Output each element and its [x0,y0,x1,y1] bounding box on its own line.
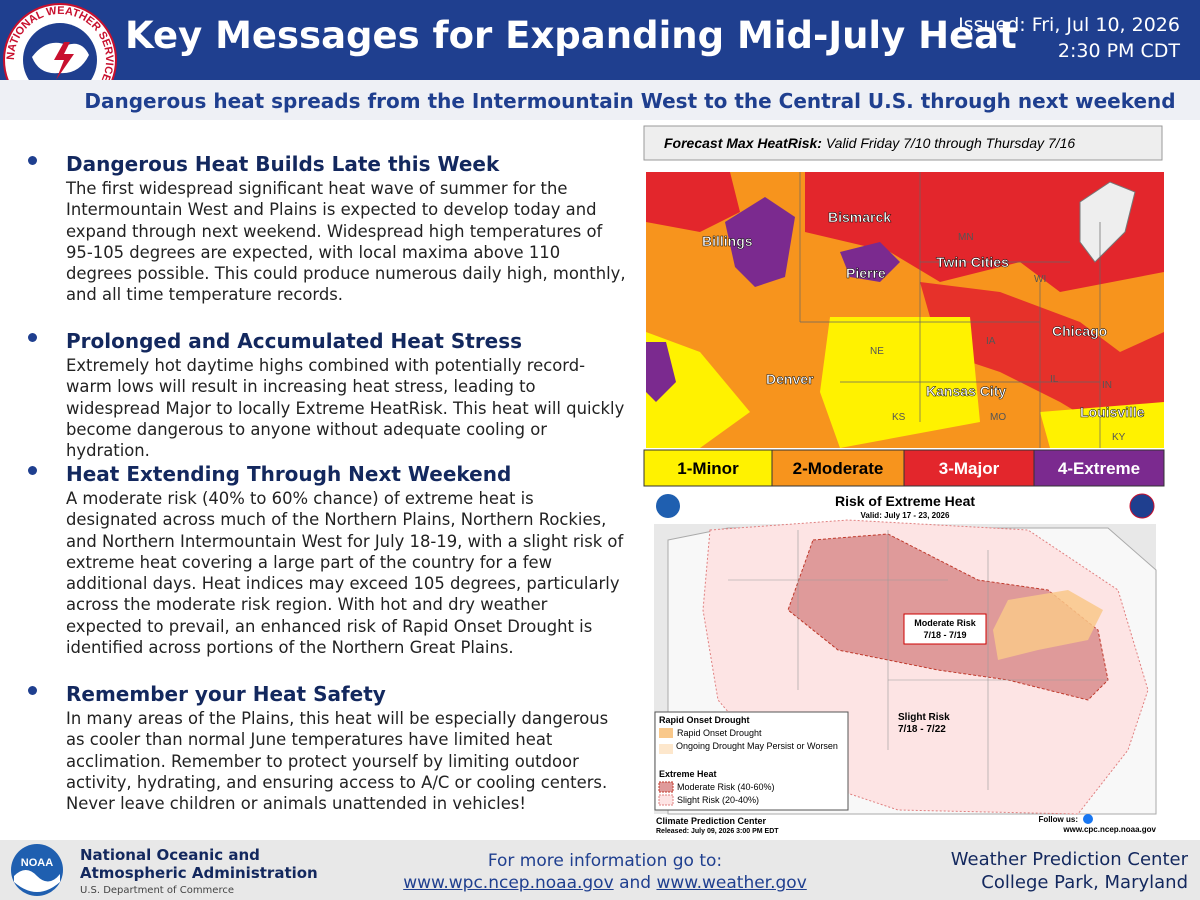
map-valid: Valid: July 17 - 23, 2026 [861,511,950,520]
state-label: IL [1050,374,1059,385]
info: For more information go to: www.wpc.ncep… [380,850,830,894]
legend-title: Rapid Onset Drought [659,715,750,725]
state-label: IN [1102,380,1112,391]
subtitle: Dangerous heat spreads from the Intermou… [0,80,1200,120]
risk-label: Moderate Risk [914,618,977,628]
city-label: Denver [766,371,814,387]
issued: Issued: Fri, Jul 10, 2026 2:30 PM CDT [958,12,1180,64]
legend-label: Rapid Onset Drought [677,728,762,738]
message: Dangerous Heat Builds Late this Week The … [28,152,628,306]
info-text: For more information go to: [487,851,723,871]
map-title-rest: Valid Friday 7/10 through Thursday 7/16 [826,135,1076,151]
legend-extreme [1033,449,1165,487]
map-center: Climate Prediction Center [656,816,767,826]
city-label: Chicago [1052,323,1107,339]
issued-date: Issued: Fri, Jul 10, 2026 [958,14,1180,36]
map-title-bold: Forecast Max HeatRisk: [664,135,822,151]
wpc-line: College Park, Maryland [981,872,1188,893]
header-bar [0,0,1200,80]
legend-title: Extreme Heat [659,769,717,779]
noaa-logo-text: NOAA [21,857,53,869]
noaa-logo: NOAA [11,844,63,896]
map-title: Risk of Extreme Heat [835,493,975,509]
link[interactable]: www.weather.gov [656,873,807,893]
noaa-line: National Oceanic and [80,846,260,864]
legend-label: Ongoing Drought May Persist or Worsen [676,741,838,751]
wpc: Weather Prediction Center College Park, … [951,848,1188,894]
title: Key Messages for Expanding Mid-July Heat [125,14,1017,57]
city-label: Bismarck [828,209,891,225]
city-label: Louisville [1080,404,1145,420]
message-heading: Dangerous Heat Builds Late this Week [66,152,500,176]
map-title: Forecast Max HeatRisk: Valid Friday 7/10… [664,135,1075,151]
map-released: Released: July 09, 2026 3:00 PM EDT [656,828,779,835]
city-label: Pierre [846,265,886,281]
risk-dates: 7/18 - 7/22 [898,724,946,735]
info-and: and [619,873,652,893]
state-label: IA [986,336,996,347]
message: Remember your Heat Safety In many areas o… [28,682,628,814]
heatrisk-map: Forecast Max HeatRisk: Valid Friday 7/10… [643,125,1165,487]
legend-label: 1-Minor [677,459,739,478]
extreme-heat-map: Risk of Extreme Heat Valid: July 17 - 23… [648,490,1162,836]
state-label: KS [892,412,906,423]
map-url: www.cpc.ncep.noaa.gov [1062,825,1156,834]
state-label: NE [870,346,884,357]
issued-time: 2:30 PM CDT [1057,40,1180,62]
legend-minor [643,449,773,487]
message-heading: Remember your Heat Safety [66,682,386,706]
state-label: MN [958,232,974,243]
noaa-name: National Oceanic and Atmospheric Adminis… [80,846,318,900]
message: Prolonged and Accumulated Heat Stress Ext… [28,329,628,461]
map-title-box [643,125,1163,161]
message-body: Extremely hot daytime highs combined wit… [66,356,625,461]
city-label: Billings [702,233,753,249]
state-label: MO [990,412,1006,423]
footer [0,840,1200,900]
legend-label: Slight Risk (20-40%) [677,795,759,805]
link[interactable]: www.wpc.ncep.noaa.gov [403,873,614,893]
noaa-dept: U.S. Department of Commerce [80,885,234,896]
message: Heat Extending Through Next Weekend A mod… [28,462,628,658]
risk-dates: 7/18 - 7/19 [923,630,966,640]
noaa-line: Atmospheric Administration [80,864,318,882]
legend-label: 2-Moderate [793,459,884,478]
legend-label: 3-Major [939,459,1000,478]
legend-moderate [771,449,905,487]
state-label: KY [1112,432,1126,443]
message-body: A moderate risk (40% to 60% chance) of e… [66,489,624,658]
legend-label: 4-Extreme [1058,459,1140,478]
map-legend [654,711,849,811]
message-body: The first widespread significant heat wa… [66,179,626,305]
risk-label: Slight Risk [898,712,950,723]
message-heading: Prolonged and Accumulated Heat Stress [66,329,523,353]
message-heading: Heat Extending Through Next Weekend [66,462,512,486]
map-follow: Follow us: [1038,815,1078,824]
city-label: Kansas City [926,383,1006,399]
wpc-line: Weather Prediction Center [950,849,1188,870]
city-label: Twin Cities [936,254,1009,270]
state-label: WI [1034,274,1046,285]
message-body: In many areas of the Plains, this heat w… [66,709,609,814]
legend-label: Moderate Risk (40-60%) [677,782,775,792]
